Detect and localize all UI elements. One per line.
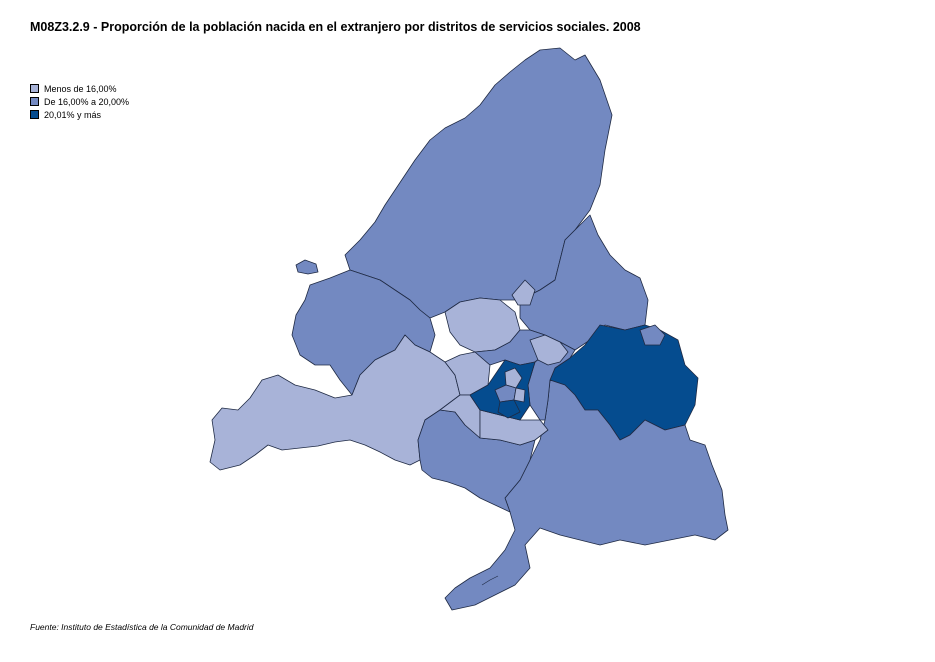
region-sureste-islote <box>639 324 666 346</box>
source-note: Fuente: Instituto de Estadística de la C… <box>30 622 254 632</box>
region-islote <box>295 259 319 275</box>
legend-item: De 16,00% a 20,00% <box>30 95 129 108</box>
legend-swatch-low <box>30 84 39 93</box>
region-distrito-4 <box>497 399 521 419</box>
legend-label: Menos de 16,00% <box>44 83 117 94</box>
region-metro-noreste <box>529 334 569 366</box>
region-tres-cantos <box>511 279 536 306</box>
legend-label: De 16,00% a 20,00% <box>44 96 130 107</box>
region-noreste <box>519 214 649 351</box>
region-distrito-1 <box>504 367 523 389</box>
legend-item: Menos de 16,00% <box>30 82 129 95</box>
region-sur <box>444 379 729 611</box>
map-title: M08Z3.2.9 - Proporción de la población n… <box>30 20 641 34</box>
region-distrito-3 <box>513 387 526 403</box>
legend-item: 20,01% y más <box>30 108 129 121</box>
legend-label: 20,01% y más <box>44 109 102 120</box>
river-line <box>481 575 499 586</box>
region-oeste <box>209 334 461 471</box>
legend-swatch-high <box>30 110 39 119</box>
legend: Menos de 16,00% De 16,00% a 20,00% 20,01… <box>30 82 129 121</box>
legend-swatch-mid <box>30 97 39 106</box>
